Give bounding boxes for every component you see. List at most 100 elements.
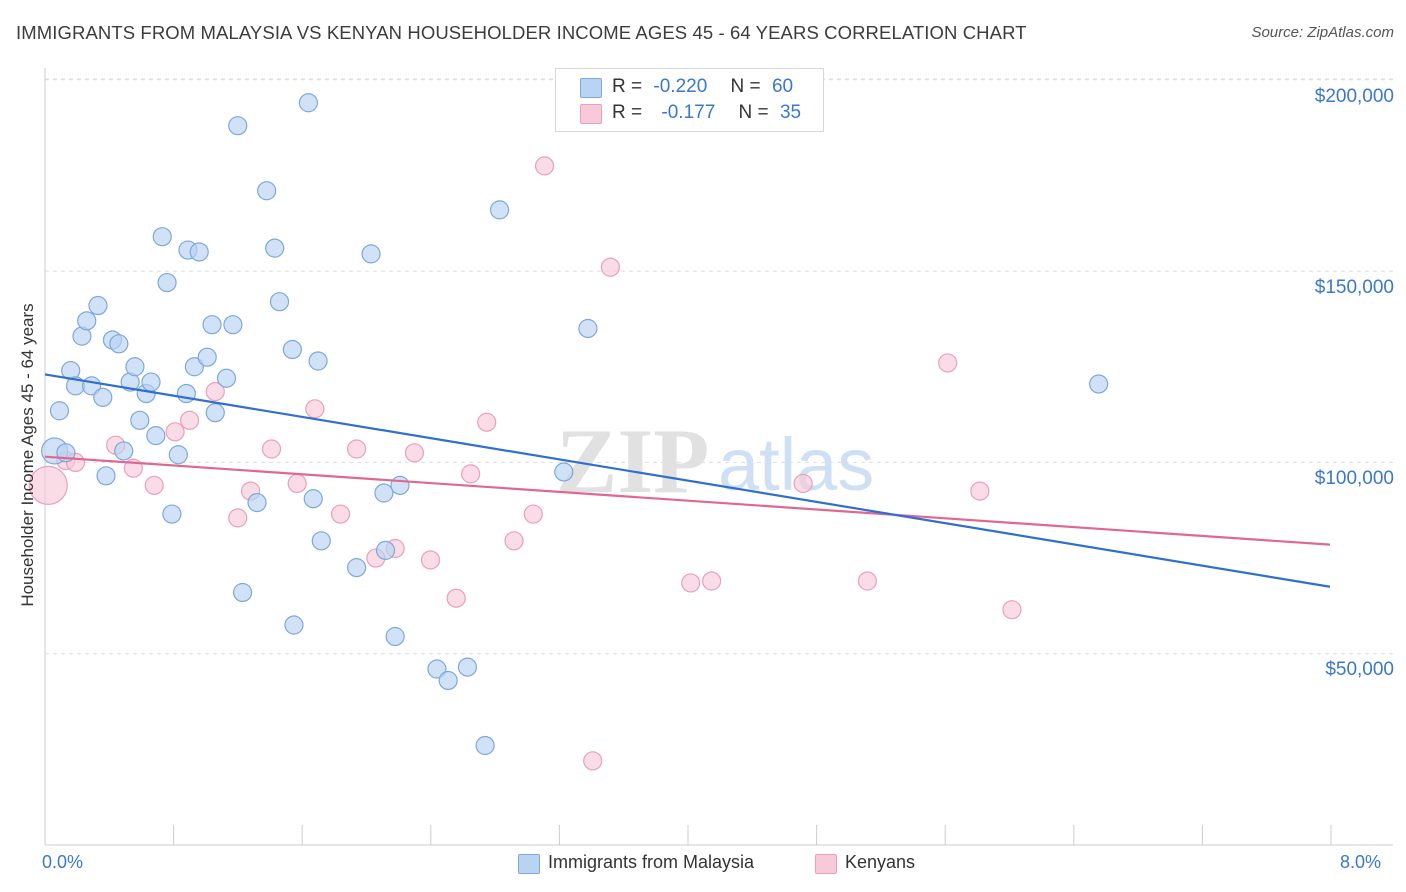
malaysia-point-46 bbox=[361, 244, 381, 264]
kenyans-point-26 bbox=[583, 751, 603, 771]
correlation-legend: R = -0.220 N = 60 R = -0.177 N = 35 bbox=[555, 68, 824, 132]
malaysia-point-23 bbox=[168, 445, 188, 465]
kenyans-point-28 bbox=[681, 573, 701, 593]
kenyans-point-20 bbox=[446, 588, 466, 608]
kenyans-point-18 bbox=[404, 443, 425, 463]
kenyans-point-0 bbox=[28, 465, 68, 505]
kenyans-point-24 bbox=[523, 504, 543, 524]
kenyans-point-6 bbox=[165, 422, 185, 442]
gridlines bbox=[45, 78, 1395, 655]
legend-n-kenyans: 35 bbox=[779, 102, 802, 123]
malaysia-point-55 bbox=[489, 200, 510, 220]
y-axis-label: Householder Income Ages 45 - 64 years bbox=[18, 303, 37, 607]
malaysia-point-51 bbox=[427, 659, 447, 679]
x-tick-min: 0.0% bbox=[42, 852, 84, 872]
kenyans-point-15 bbox=[347, 439, 367, 459]
malaysia-point-18 bbox=[141, 372, 161, 392]
malaysia-point-44 bbox=[311, 531, 331, 551]
malaysia-point-8 bbox=[88, 295, 108, 316]
malaysia-point-12 bbox=[109, 334, 129, 354]
kenyans-point-12 bbox=[287, 473, 307, 494]
legend-r-kenyans: -0.177 bbox=[661, 102, 716, 123]
malaysia-point-43 bbox=[308, 351, 328, 371]
malaysia-point-20 bbox=[152, 227, 172, 247]
kenyans-point-7 bbox=[179, 410, 200, 430]
malaysia-point-42 bbox=[303, 489, 323, 509]
legend-r-malaysia: -0.220 bbox=[653, 76, 708, 97]
malaysia-point-39 bbox=[298, 93, 319, 113]
legend-r-label: R = bbox=[612, 102, 643, 123]
x-tick-max: 8.0% bbox=[1340, 852, 1382, 872]
kenyans-point-5 bbox=[144, 475, 164, 495]
malaysia-point-29 bbox=[202, 315, 222, 335]
malaysia-point-37 bbox=[265, 238, 285, 258]
kenyans-point-32 bbox=[938, 353, 958, 373]
kenyans-point-23 bbox=[504, 531, 524, 551]
bottom-legend-label-malaysia: Immigrants from Malaysia bbox=[548, 852, 755, 872]
malaysia-point-48 bbox=[375, 540, 396, 560]
malaysia-point-13 bbox=[114, 441, 134, 461]
malaysia-point-6 bbox=[77, 311, 97, 331]
malaysia-point-34 bbox=[232, 582, 253, 603]
malaysia-trend-line bbox=[44, 373, 1331, 588]
y-tick-200k: $200,000 bbox=[1314, 86, 1394, 107]
malaysia-point-52 bbox=[438, 670, 458, 691]
malaysia-point-35 bbox=[247, 492, 267, 513]
legend-swatch-blue bbox=[580, 78, 602, 98]
malaysia-point-33 bbox=[228, 116, 248, 136]
y-tick-50k: $50,000 bbox=[1325, 659, 1394, 680]
malaysia-point-9 bbox=[93, 387, 113, 407]
malaysia-point-49 bbox=[385, 626, 405, 647]
malaysia-point-56 bbox=[554, 462, 574, 482]
kenyans-point-29 bbox=[701, 571, 722, 591]
axes bbox=[44, 68, 1393, 846]
kenyans-point-8 bbox=[205, 382, 225, 402]
bottom-legend-swatch-blue bbox=[518, 854, 540, 874]
source-label: Source: ZipAtlas.com bbox=[1251, 24, 1394, 41]
malaysia-point-54 bbox=[475, 735, 495, 756]
kenyans-point-27 bbox=[600, 257, 621, 277]
malaysia-point-53 bbox=[457, 657, 478, 677]
malaysia-point-31 bbox=[216, 368, 237, 388]
kenyans-point-9 bbox=[228, 508, 248, 528]
bottom-legend-swatch-pink bbox=[815, 854, 837, 874]
legend-r-label: R = bbox=[612, 76, 643, 97]
trend-lines bbox=[44, 373, 1331, 588]
malaysia-points bbox=[41, 93, 1109, 756]
malaysia-point-21 bbox=[157, 272, 177, 293]
kenyans-point-34 bbox=[1002, 600, 1022, 620]
kenyans-point-33 bbox=[970, 481, 990, 501]
malaysia-point-19 bbox=[146, 426, 166, 446]
malaysia-point-41 bbox=[284, 615, 304, 635]
malaysia-point-32 bbox=[223, 315, 243, 335]
kenyans-point-19 bbox=[420, 550, 441, 570]
legend-n-label: N = bbox=[738, 102, 769, 123]
bottom-legend-label-kenyans: Kenyans bbox=[845, 852, 916, 872]
malaysia-point-1 bbox=[49, 401, 70, 421]
kenyans-point-13 bbox=[305, 399, 325, 419]
kenyans-trend-line bbox=[44, 455, 1331, 546]
malaysia-point-27 bbox=[189, 242, 209, 262]
malaysia-point-38 bbox=[269, 292, 290, 312]
y-tick-100k: $100,000 bbox=[1314, 468, 1394, 489]
kenyans-point-11 bbox=[261, 439, 282, 459]
kenyans-point-31 bbox=[857, 571, 878, 591]
kenyans-point-21 bbox=[461, 464, 481, 484]
malaysia-point-50 bbox=[390, 475, 410, 495]
kenyans-points bbox=[28, 156, 1022, 771]
malaysia-point-40 bbox=[282, 339, 302, 360]
malaysia-point-22 bbox=[162, 504, 182, 524]
kenyans-point-30 bbox=[793, 473, 813, 494]
legend-n-label: N = bbox=[730, 76, 761, 97]
malaysia-point-16 bbox=[130, 410, 150, 430]
malaysia-point-45 bbox=[347, 558, 367, 578]
watermark-atlas: atlas bbox=[718, 423, 874, 506]
y-tick-150k: $150,000 bbox=[1314, 277, 1394, 298]
kenyans-point-25 bbox=[534, 156, 555, 176]
malaysia-point-47 bbox=[374, 483, 394, 503]
malaysia-point-57 bbox=[578, 318, 598, 339]
watermark: ZIP atlas bbox=[556, 410, 874, 512]
malaysia-point-28 bbox=[197, 347, 217, 367]
malaysia-point-26 bbox=[184, 357, 204, 377]
